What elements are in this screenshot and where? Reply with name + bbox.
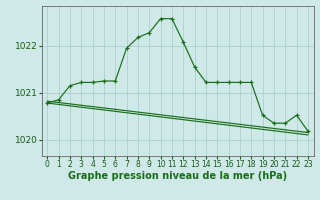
X-axis label: Graphe pression niveau de la mer (hPa): Graphe pression niveau de la mer (hPa) [68, 171, 287, 181]
